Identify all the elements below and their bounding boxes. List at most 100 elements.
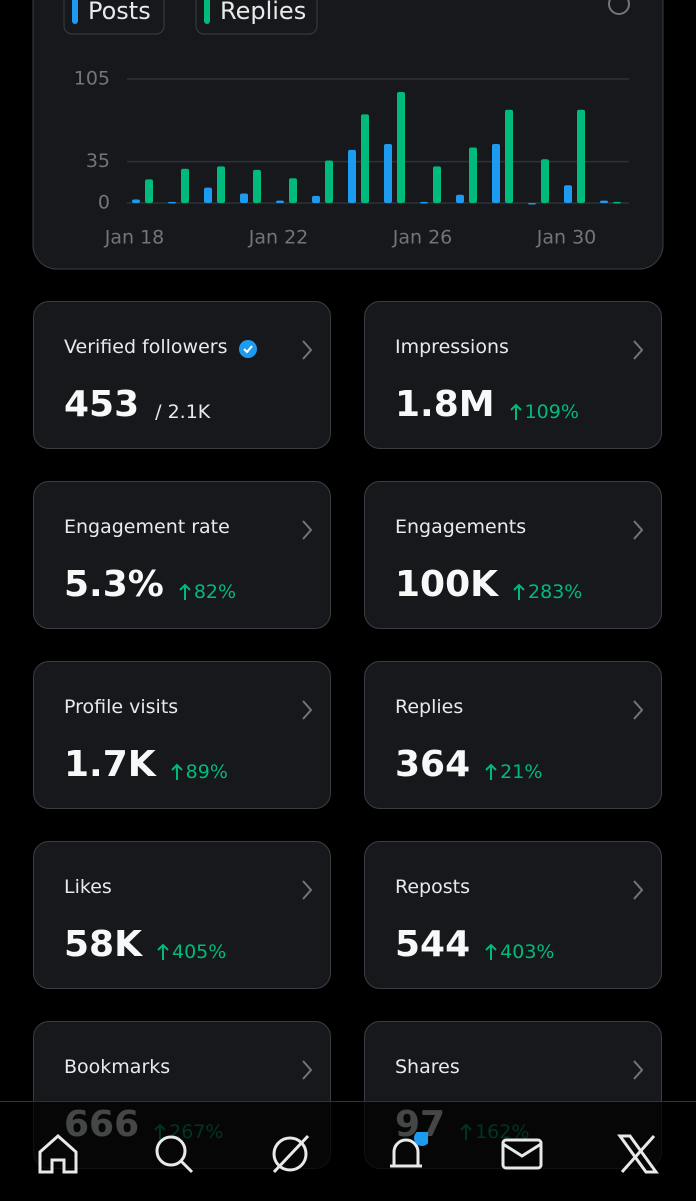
bar bbox=[361, 114, 369, 203]
y-tick-label: 105 bbox=[74, 68, 110, 90]
bar bbox=[528, 203, 536, 205]
messages-icon[interactable] bbox=[500, 1132, 544, 1176]
search-icon[interactable] bbox=[152, 1132, 196, 1176]
bar bbox=[276, 200, 284, 203]
stat-card[interactable]: Likes 58K 405% bbox=[33, 841, 331, 989]
stat-change: 82% bbox=[193, 581, 237, 603]
stat-label: Profile visits bbox=[64, 696, 179, 718]
up-arrow bbox=[485, 763, 497, 780]
bar bbox=[613, 201, 621, 204]
stat-value: 100K bbox=[395, 564, 499, 605]
stat-card[interactable]: Engagement rate 5.3% 82% bbox=[33, 481, 331, 629]
legend-label: Posts bbox=[88, 0, 151, 25]
bar bbox=[384, 143, 392, 203]
y-tick-label: 35 bbox=[86, 150, 110, 172]
bar bbox=[132, 199, 140, 203]
bar bbox=[577, 109, 585, 203]
legend-swatch bbox=[72, 0, 78, 24]
bar bbox=[420, 201, 428, 204]
bar bbox=[600, 200, 608, 203]
info-icon[interactable] bbox=[608, 0, 630, 15]
up-arrow bbox=[513, 583, 525, 600]
stat-change: 89% bbox=[185, 761, 228, 783]
chevron bbox=[633, 700, 644, 720]
chevron bbox=[302, 1060, 313, 1080]
stat-label: Shares bbox=[395, 1056, 460, 1078]
stat-label: Reposts bbox=[395, 876, 470, 898]
notifications-icon[interactable] bbox=[384, 1132, 428, 1176]
chevron bbox=[633, 340, 644, 360]
stat-card[interactable]: Engagements 100K 283% bbox=[364, 481, 662, 629]
bar bbox=[204, 187, 212, 203]
verified-badge bbox=[239, 340, 257, 358]
bar bbox=[541, 159, 549, 203]
grok-icon[interactable] bbox=[268, 1132, 312, 1176]
bar bbox=[240, 193, 248, 203]
bar bbox=[492, 143, 500, 203]
bar bbox=[348, 149, 356, 203]
stat-total: / 2.1K bbox=[155, 401, 211, 423]
up-arrow bbox=[485, 943, 497, 960]
x-tick-label: Jan 26 bbox=[392, 227, 453, 249]
y-tick-label: 0 bbox=[98, 192, 110, 214]
bar bbox=[469, 147, 477, 203]
bar bbox=[456, 194, 464, 203]
up-arrow bbox=[179, 583, 191, 600]
chevron bbox=[633, 520, 644, 540]
bar bbox=[312, 195, 320, 203]
up-arrow bbox=[509, 403, 522, 420]
chevron bbox=[302, 340, 313, 360]
bottom-nav bbox=[0, 1101, 696, 1201]
x-tick-label: Jan 30 bbox=[536, 227, 597, 249]
stat-change: 21% bbox=[500, 761, 543, 783]
chevron bbox=[302, 520, 313, 540]
bar bbox=[564, 185, 572, 203]
legend-label: Replies bbox=[220, 0, 306, 25]
bar bbox=[505, 109, 513, 203]
bar bbox=[289, 178, 297, 203]
legend-chip[interactable] bbox=[195, 0, 318, 35]
stat-label: Bookmarks bbox=[64, 1056, 171, 1078]
bar bbox=[181, 168, 189, 203]
stat-label: Likes bbox=[64, 876, 112, 898]
legend-chip[interactable] bbox=[63, 0, 165, 35]
stat-value: 453 bbox=[64, 384, 140, 425]
stat-label: Replies bbox=[395, 696, 464, 718]
chevron bbox=[302, 880, 313, 900]
chevron bbox=[302, 700, 313, 720]
stat-value: 364 bbox=[395, 744, 471, 785]
stat-value: 1.7K bbox=[64, 744, 156, 785]
stat-change: 405% bbox=[171, 941, 227, 963]
stat-label: Verified followers bbox=[64, 336, 228, 358]
stat-card[interactable]: Replies 364 21% bbox=[364, 661, 662, 809]
home-icon[interactable] bbox=[36, 1132, 80, 1176]
stat-label: Impressions bbox=[395, 336, 509, 358]
stat-card[interactable]: Verified followers 453 / 2.1K bbox=[33, 301, 331, 449]
stat-value: 58K bbox=[64, 924, 142, 965]
bar bbox=[397, 91, 405, 203]
bar bbox=[325, 160, 333, 203]
bar bbox=[253, 169, 261, 203]
chart: Posts Replies 0 35 105 Jan 18 Jan 22 Jan 26 Jan … bbox=[32, 0, 664, 270]
stat-value: 5.3% bbox=[64, 564, 164, 605]
stat-change: 283% bbox=[528, 581, 583, 603]
stat-change: 109% bbox=[524, 401, 579, 423]
stat-value: 1.8M bbox=[395, 384, 495, 425]
stat-change: 403% bbox=[500, 941, 555, 963]
stat-label: Engagements bbox=[395, 516, 527, 538]
up-arrow bbox=[157, 943, 169, 960]
x-tick-label: Jan 18 bbox=[104, 227, 165, 249]
bar bbox=[145, 179, 153, 203]
up-arrow bbox=[170, 763, 183, 780]
stat-card[interactable]: Reposts 544 403% bbox=[364, 841, 662, 989]
x-icon[interactable] bbox=[616, 1132, 660, 1176]
stat-value: 544 bbox=[395, 924, 471, 965]
x-tick-label: Jan 22 bbox=[248, 227, 309, 249]
stat-card[interactable]: Profile visits 1.7K 89% bbox=[33, 661, 331, 809]
bar bbox=[217, 166, 225, 203]
chevron bbox=[633, 1060, 644, 1080]
stat-card[interactable]: Impressions 1.8M 109% bbox=[364, 301, 662, 449]
legend-swatch bbox=[204, 0, 210, 24]
bar bbox=[168, 201, 176, 204]
